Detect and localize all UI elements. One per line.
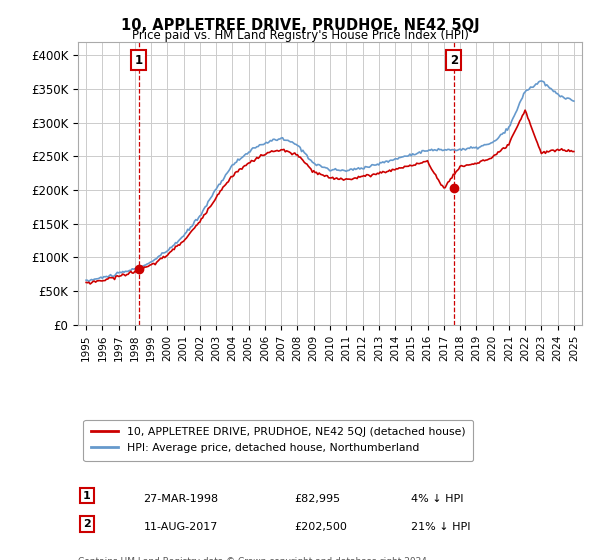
Text: 4% ↓ HPI: 4% ↓ HPI <box>410 494 463 504</box>
Text: 1: 1 <box>83 491 91 501</box>
Legend: 10, APPLETREE DRIVE, PRUDHOE, NE42 5QJ (detached house), HPI: Average price, det: 10, APPLETREE DRIVE, PRUDHOE, NE42 5QJ (… <box>83 419 473 461</box>
Text: 1: 1 <box>134 54 143 67</box>
Text: Contains HM Land Registry data © Crown copyright and database right 2024.
This d: Contains HM Land Registry data © Crown c… <box>78 557 430 560</box>
Text: 2: 2 <box>83 519 91 529</box>
Text: 2: 2 <box>449 54 458 67</box>
Text: £82,995: £82,995 <box>295 494 341 504</box>
Text: Price paid vs. HM Land Registry's House Price Index (HPI): Price paid vs. HM Land Registry's House … <box>131 29 469 42</box>
Text: £202,500: £202,500 <box>295 522 347 532</box>
Text: 11-AUG-2017: 11-AUG-2017 <box>143 522 218 532</box>
Text: 21% ↓ HPI: 21% ↓ HPI <box>410 522 470 532</box>
Text: 10, APPLETREE DRIVE, PRUDHOE, NE42 5QJ: 10, APPLETREE DRIVE, PRUDHOE, NE42 5QJ <box>121 18 479 33</box>
Text: 27-MAR-1998: 27-MAR-1998 <box>143 494 218 504</box>
